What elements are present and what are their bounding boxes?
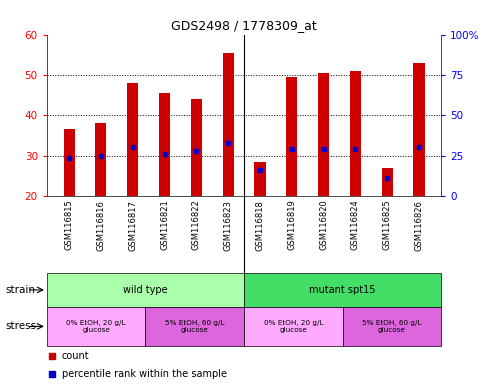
Text: GSM116815: GSM116815	[65, 200, 73, 250]
Bar	[95, 123, 106, 196]
Text: GSM116818: GSM116818	[255, 200, 264, 250]
Text: strain: strain	[5, 285, 35, 295]
Text: GSM116817: GSM116817	[128, 200, 137, 250]
Bar	[244, 307, 343, 346]
Text: GSM116824: GSM116824	[351, 200, 360, 250]
Text: GSM116820: GSM116820	[319, 200, 328, 250]
Text: GSM116822: GSM116822	[192, 200, 201, 250]
Text: 5% EtOH, 60 g/L
glucose: 5% EtOH, 60 g/L glucose	[362, 320, 422, 333]
Text: GSM116826: GSM116826	[415, 200, 423, 250]
Bar	[64, 129, 74, 196]
Bar	[47, 273, 244, 307]
Text: GSM116819: GSM116819	[287, 200, 296, 250]
Text: 5% EtOH, 60 g/L
glucose: 5% EtOH, 60 g/L glucose	[165, 320, 224, 333]
Bar	[47, 307, 145, 346]
Text: GSM116821: GSM116821	[160, 200, 169, 250]
Bar	[222, 53, 234, 196]
Bar	[318, 73, 329, 196]
Bar	[254, 162, 266, 196]
Text: percentile rank within the sample: percentile rank within the sample	[62, 369, 227, 379]
Text: wild type: wild type	[123, 285, 168, 295]
Text: GSM116816: GSM116816	[97, 200, 106, 250]
Bar	[382, 167, 393, 196]
Bar	[414, 63, 424, 196]
Bar	[286, 77, 297, 196]
Text: mutant spt15: mutant spt15	[310, 285, 376, 295]
Text: stress: stress	[5, 321, 36, 331]
Text: 0% EtOH, 20 g/L
glucose: 0% EtOH, 20 g/L glucose	[264, 320, 323, 333]
Bar	[127, 83, 138, 196]
Text: 0% EtOH, 20 g/L
glucose: 0% EtOH, 20 g/L glucose	[67, 320, 126, 333]
Bar	[191, 99, 202, 196]
Text: GSM116823: GSM116823	[224, 200, 233, 250]
Bar	[343, 307, 441, 346]
Text: count: count	[62, 351, 89, 361]
Bar	[244, 273, 441, 307]
Title: GDS2498 / 1778309_at: GDS2498 / 1778309_at	[171, 19, 317, 32]
Bar	[350, 71, 361, 196]
Bar	[159, 93, 170, 196]
Text: GSM116825: GSM116825	[383, 200, 391, 250]
Bar	[145, 307, 244, 346]
